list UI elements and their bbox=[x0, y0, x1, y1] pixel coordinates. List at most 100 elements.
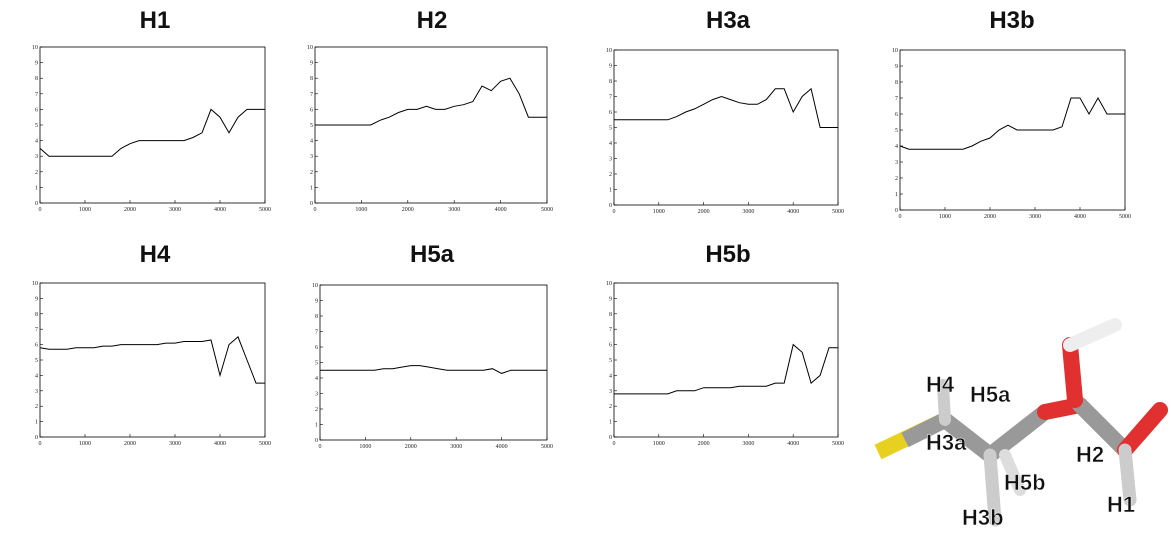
y-tick-label: 8 bbox=[895, 80, 898, 86]
y-tick-label: 1 bbox=[609, 420, 612, 426]
y-tick-label: 9 bbox=[895, 64, 898, 70]
bond bbox=[937, 379, 951, 426]
x-tick-label: 5000 bbox=[259, 441, 271, 447]
y-tick-label: 8 bbox=[310, 76, 313, 82]
y-tick-label: 10 bbox=[606, 48, 612, 54]
x-tick-label: 5000 bbox=[832, 209, 844, 215]
chart-title: H4 bbox=[140, 241, 171, 268]
x-tick-label: 4000 bbox=[495, 207, 507, 213]
x-tick-label: 1000 bbox=[79, 207, 91, 213]
y-tick-label: 10 bbox=[307, 45, 313, 51]
y-tick-label: 8 bbox=[609, 79, 612, 85]
y-tick-label: 2 bbox=[609, 404, 612, 410]
x-tick-label: 3000 bbox=[742, 441, 754, 447]
y-tick-label: 6 bbox=[35, 343, 38, 349]
y-tick-label: 7 bbox=[609, 95, 612, 101]
y-tick-label: 1 bbox=[310, 185, 313, 191]
y-tick-label: 5 bbox=[310, 123, 313, 129]
y-tick-label: 3 bbox=[35, 389, 38, 395]
x-tick-label: 1000 bbox=[653, 441, 665, 447]
y-tick-label: 3 bbox=[35, 154, 38, 160]
atom-label: H5a bbox=[970, 382, 1011, 407]
y-tick-label: 1 bbox=[315, 423, 318, 429]
x-tick-label: 1000 bbox=[355, 207, 367, 213]
x-tick-label: 5000 bbox=[259, 207, 271, 213]
x-tick-label: 1000 bbox=[359, 444, 371, 450]
y-tick-label: 4 bbox=[609, 141, 612, 147]
y-tick-label: 7 bbox=[895, 96, 898, 102]
chart-title: H2 bbox=[417, 7, 448, 34]
x-tick-label: 2000 bbox=[698, 441, 710, 447]
y-tick-label: 6 bbox=[609, 110, 612, 116]
bond bbox=[937, 412, 998, 463]
x-tick-label: 5000 bbox=[1119, 214, 1131, 220]
data-line bbox=[899, 96, 1125, 150]
x-tick-label: 5000 bbox=[541, 207, 553, 213]
data-line bbox=[39, 108, 265, 157]
x-tick-label: 3000 bbox=[169, 207, 181, 213]
x-tick-label: 0 bbox=[899, 214, 902, 220]
y-tick-label: 2 bbox=[895, 176, 898, 182]
y-tick-label: 3 bbox=[315, 392, 318, 398]
x-tick-label: 2000 bbox=[698, 209, 710, 215]
y-tick-label: 8 bbox=[35, 76, 38, 82]
y-tick-label: 9 bbox=[609, 64, 612, 70]
y-tick-label: 10 bbox=[32, 281, 38, 287]
x-tick-label: 4000 bbox=[214, 207, 226, 213]
y-tick-label: 3 bbox=[609, 389, 612, 395]
y-tick-label: 1 bbox=[35, 185, 38, 191]
y-tick-label: 7 bbox=[315, 330, 318, 336]
x-tick-label: 4000 bbox=[1074, 214, 1086, 220]
y-tick-label: 1 bbox=[609, 188, 612, 194]
y-tick-label: 9 bbox=[310, 61, 313, 67]
y-tick-label: 5 bbox=[895, 128, 898, 134]
x-tick-label: 4000 bbox=[214, 441, 226, 447]
data-line bbox=[320, 365, 547, 374]
y-tick-label: 6 bbox=[895, 112, 898, 118]
y-tick-label: 10 bbox=[312, 283, 318, 289]
atom-label: H1 bbox=[1107, 492, 1135, 517]
y-tick-label: 0 bbox=[609, 203, 612, 209]
y-tick-label: 4 bbox=[609, 373, 612, 379]
plot-frame bbox=[613, 49, 839, 206]
bond bbox=[999, 449, 1026, 496]
bond bbox=[982, 404, 1053, 463]
chart-title: H1 bbox=[140, 7, 171, 34]
x-tick-label: 4000 bbox=[787, 209, 799, 215]
y-tick-label: 5 bbox=[315, 361, 318, 367]
y-tick-label: 9 bbox=[315, 299, 318, 305]
x-tick-label: 0 bbox=[613, 441, 616, 447]
chart-title: H5b bbox=[705, 241, 750, 268]
x-tick-label: 1000 bbox=[653, 209, 665, 215]
chart-title: H5a bbox=[410, 241, 455, 268]
y-tick-label: 8 bbox=[35, 312, 38, 318]
data-line bbox=[614, 87, 838, 128]
y-tick-label: 10 bbox=[32, 45, 38, 51]
y-tick-label: 0 bbox=[35, 201, 38, 207]
y-tick-label: 4 bbox=[895, 144, 898, 150]
chart-title: H3a bbox=[706, 7, 751, 34]
bond bbox=[1063, 318, 1122, 352]
x-tick-label: 3000 bbox=[742, 209, 754, 215]
y-tick-label: 3 bbox=[895, 160, 898, 166]
x-tick-label: 0 bbox=[613, 209, 616, 215]
y-tick-label: 5 bbox=[35, 123, 38, 129]
y-tick-label: 5 bbox=[35, 358, 38, 364]
y-tick-label: 4 bbox=[310, 139, 313, 145]
x-tick-label: 0 bbox=[39, 207, 42, 213]
x-tick-label: 4000 bbox=[787, 441, 799, 447]
x-tick-label: 1000 bbox=[939, 214, 951, 220]
atom-label: H2 bbox=[1076, 442, 1104, 467]
atom-label: H4 bbox=[926, 372, 955, 397]
y-tick-label: 8 bbox=[609, 312, 612, 318]
plot-frame bbox=[899, 49, 1126, 211]
bond bbox=[1118, 443, 1137, 507]
chart-title: H3b bbox=[989, 7, 1034, 34]
x-tick-label: 3000 bbox=[448, 207, 460, 213]
y-tick-label: 8 bbox=[315, 314, 318, 320]
bond bbox=[1072, 397, 1133, 458]
y-tick-label: 5 bbox=[609, 358, 612, 364]
y-tick-label: 2 bbox=[35, 404, 38, 410]
x-tick-label: 2000 bbox=[405, 444, 417, 450]
